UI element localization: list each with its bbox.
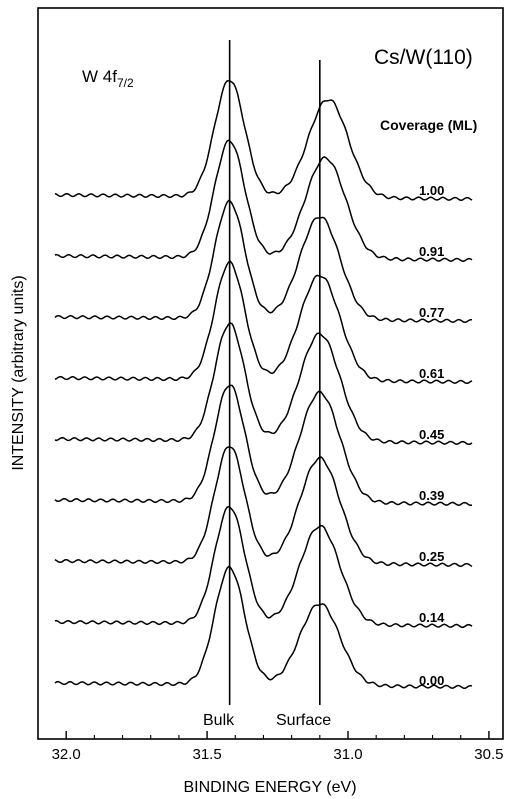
spectrum-curve	[54, 384, 473, 507]
legend-title: Coverage (ML)	[380, 117, 477, 133]
plot-frame	[37, 7, 504, 740]
coverage-labels: 0.00 0.14 0.25 0.39 0.45 0.61 0.77 0.91 1.00	[419, 183, 445, 688]
spectrum-curve	[54, 79, 473, 202]
coverage-label: 0.45	[419, 427, 444, 442]
spectrum-curve	[54, 199, 473, 324]
x-axis-ticks: 32.0 31.5 31.0 30.5	[52, 731, 504, 763]
x-tick-label: 31.5	[192, 746, 221, 763]
peak-reference-lines	[228, 40, 321, 705]
x-tick-label: 30.5	[474, 746, 503, 763]
coverage-label: 0.25	[419, 549, 444, 564]
panel-label-main: W 4f	[82, 67, 117, 86]
spectrum-curve	[54, 322, 473, 446]
bulk-peak-label: Bulk	[203, 712, 235, 729]
x-axis-title: BINDING ENERGY (eV)	[183, 779, 356, 796]
coverage-label: 0.14	[419, 610, 445, 625]
spectrum-curve	[54, 565, 473, 690]
coverage-label: 0.00	[419, 673, 444, 688]
coverage-label: 1.00	[419, 183, 444, 198]
spectrum-curve	[54, 446, 473, 567]
spectrum-curve	[54, 260, 473, 385]
spectrum-curve	[54, 505, 473, 628]
spectra-curves	[54, 79, 473, 690]
system-label: Cs/W(110)	[374, 46, 473, 69]
panel-label-sub: 7/2	[117, 76, 134, 90]
x-tick-label: 31.0	[333, 746, 362, 763]
coverage-label: 0.39	[419, 488, 444, 503]
coverage-label: 0.61	[419, 366, 444, 381]
coverage-label: 0.77	[419, 305, 444, 320]
y-axis-title: INTENSITY (arbitrary units)	[10, 275, 27, 470]
coverage-label: 0.91	[419, 244, 444, 259]
panel-label: W 4f7/2	[82, 67, 134, 90]
surface-peak-label: Surface	[276, 712, 331, 729]
spectrum-curve	[54, 139, 473, 263]
x-tick-label: 32.0	[52, 746, 81, 763]
